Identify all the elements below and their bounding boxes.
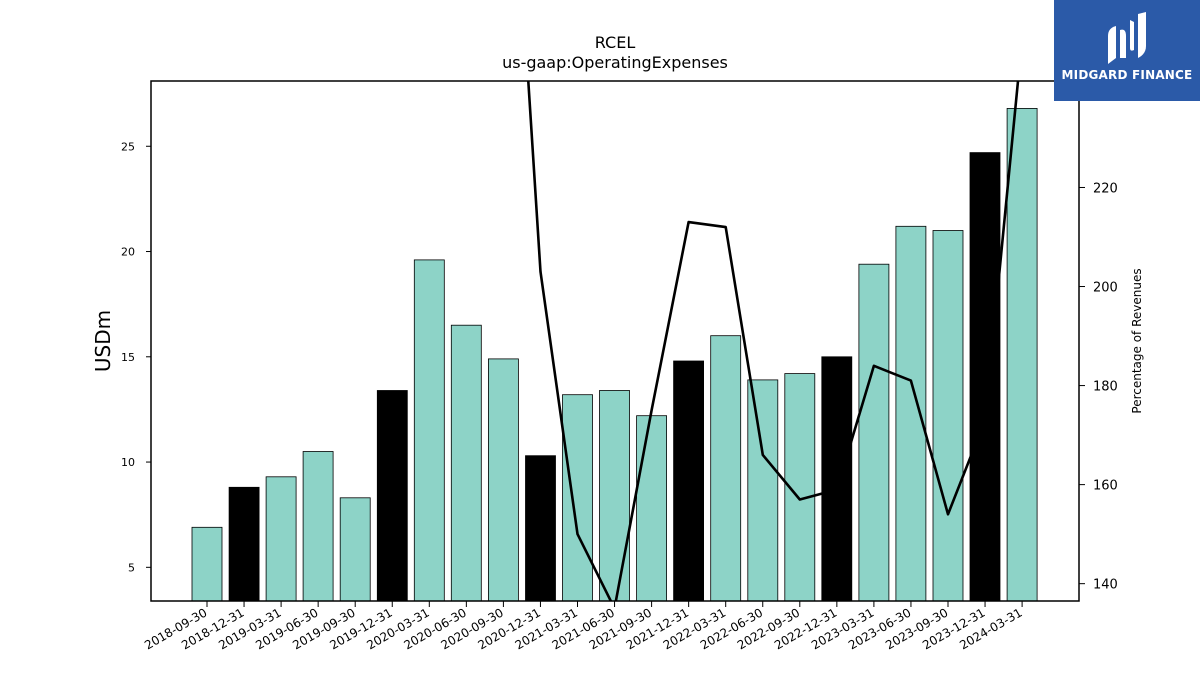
bar bbox=[525, 455, 556, 601]
y-tick-label: 20 bbox=[121, 246, 135, 259]
y-tick-label: 5 bbox=[128, 561, 135, 574]
y2-axis-label: Percentage of Revenues bbox=[1130, 268, 1144, 413]
bar bbox=[1006, 108, 1038, 601]
bar bbox=[228, 486, 260, 601]
bar bbox=[969, 152, 1001, 601]
bar bbox=[747, 379, 779, 601]
logo-text: MIDGARD FINANCE bbox=[1061, 68, 1193, 82]
bar bbox=[339, 497, 371, 601]
y2-tick-label: 180 bbox=[1093, 380, 1118, 395]
bar bbox=[784, 373, 816, 601]
bar bbox=[636, 415, 667, 601]
y-tick-label: 15 bbox=[121, 351, 135, 364]
y-axis-right: 140 160 180 200 220 bbox=[1079, 181, 1118, 593]
y-axis-label: USDm bbox=[91, 310, 115, 372]
chart-subtitle: us-gaap:OperatingExpenses bbox=[502, 53, 728, 72]
bar bbox=[302, 451, 334, 601]
y2-tick-label: 200 bbox=[1093, 281, 1118, 296]
bar-series bbox=[191, 108, 1038, 601]
y2-tick-label: 160 bbox=[1093, 479, 1118, 494]
bar bbox=[821, 356, 853, 601]
bar bbox=[599, 390, 630, 601]
y-tick-label: 10 bbox=[121, 456, 135, 469]
bar bbox=[376, 390, 408, 601]
bar bbox=[487, 358, 519, 601]
bar bbox=[562, 394, 593, 601]
y-axis-left: 5 10 15 20 25 bbox=[121, 140, 151, 574]
y2-tick-label: 220 bbox=[1093, 181, 1118, 196]
chart-title: RCEL bbox=[595, 33, 636, 52]
bar bbox=[858, 263, 890, 601]
logo-mark-icon bbox=[1108, 12, 1146, 64]
bar bbox=[265, 476, 297, 601]
y2-tick-label: 140 bbox=[1093, 578, 1118, 593]
bar bbox=[932, 230, 964, 601]
line-series bbox=[526, 81, 1020, 601]
bar bbox=[450, 324, 482, 601]
bar bbox=[413, 259, 445, 601]
x-axis: 2018-09-302018-12-312019-03-312019-06-30… bbox=[142, 601, 1025, 652]
brand-logo: MIDGARD FINANCE bbox=[1054, 0, 1200, 101]
bar bbox=[710, 335, 742, 601]
series-line bbox=[526, 81, 1020, 601]
bar bbox=[673, 360, 704, 601]
bar bbox=[191, 526, 223, 601]
y-tick-label: 25 bbox=[121, 140, 135, 153]
